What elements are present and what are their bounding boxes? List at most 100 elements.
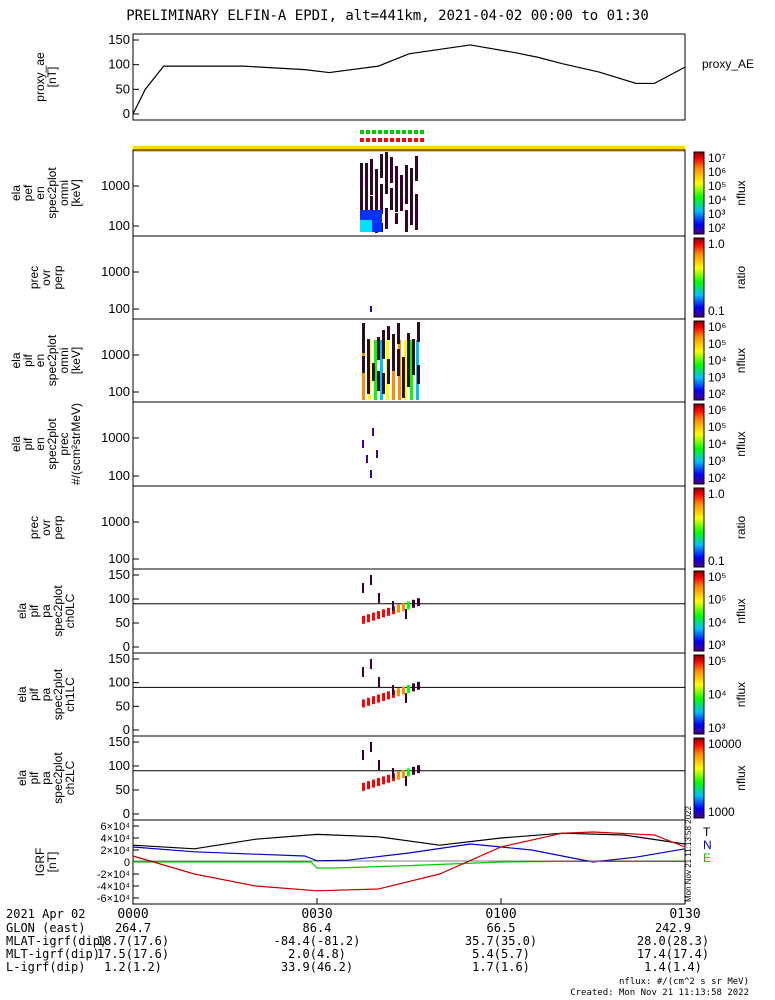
- y-axis-label: en: [33, 354, 47, 367]
- y-axis-label: perp: [51, 515, 65, 539]
- ephemeris-value: 5.4(5.7): [472, 947, 530, 961]
- spectrogram-pixel: [402, 357, 405, 380]
- figure-title: PRELIMINARY ELFIN-A EPDI, alt=441km, 202…: [126, 8, 649, 24]
- ephemeris-value: 242.9: [654, 921, 692, 935]
- colorbar-tick-label: 10⁴: [708, 437, 727, 451]
- spectrogram-pixel: [412, 599, 415, 608]
- x-tick-label: 0000: [117, 907, 148, 922]
- spectrogram-pixel: [365, 163, 368, 186]
- colorbar-tick-label: 1.0: [708, 487, 725, 501]
- spectrogram-pixel: [377, 778, 380, 786]
- y-axis-label: en: [33, 437, 47, 450]
- colorbar: [693, 237, 705, 318]
- spectrogram-pixel: [417, 681, 420, 690]
- spectrogram-pixel: [367, 364, 370, 381]
- spectrogram-pixel: [417, 598, 420, 607]
- y-axis-label: pef: [21, 184, 35, 201]
- y-tick-label: 100: [108, 468, 130, 483]
- colorbar-tick-label: 10⁶: [708, 320, 726, 334]
- colorbar-tick-label: 10²: [708, 221, 725, 235]
- spectrogram-pixel: [372, 369, 375, 378]
- spectrogram-pixel: [370, 742, 372, 752]
- spectrogram-pixel: [405, 609, 407, 619]
- science-zone-marker: [372, 130, 376, 134]
- panel-frame: [132, 735, 686, 821]
- colorbar-label: nflux: [734, 431, 748, 456]
- spectrogram-pixel: [362, 337, 365, 353]
- spectrogram-pixel: [405, 693, 407, 703]
- spectrogram-pixel: [400, 186, 403, 198]
- spectrogram-pixel: [377, 337, 380, 360]
- spectrogram-pixel: [410, 207, 413, 225]
- panel-frame: [132, 401, 686, 487]
- spectrogram-pixel: [397, 604, 400, 613]
- colorbar-tick-label: 10⁵: [708, 179, 726, 193]
- ephemeris-row-label: MLT-igrf(dip): [6, 947, 100, 961]
- ephemeris-value: 28.0(28.3): [636, 934, 710, 948]
- y-tick-label: 6×10⁴: [100, 821, 130, 833]
- colorbar: [693, 151, 705, 235]
- footer-units: nflux: #/(cm^2 s sr MeV): [618, 977, 749, 987]
- spectrogram-pixel: [385, 182, 388, 193]
- spectrogram-pixel: [395, 189, 398, 212]
- y-axis-label: [keV]: [69, 179, 83, 206]
- panel-frame: [132, 652, 686, 737]
- y-axis-label: pif: [27, 604, 41, 617]
- ephemeris-value: 264.7: [114, 921, 152, 935]
- y-tick-label: 100: [108, 551, 130, 566]
- spectrogram-pixel: [380, 184, 383, 199]
- ephemeris-value: 35.7(35.0): [464, 934, 538, 948]
- y-axis-label: spec2plot: [51, 752, 65, 804]
- spectrogram-pixel: [415, 198, 418, 221]
- panel-frame: [132, 568, 686, 654]
- y-axis-label: ch2LC: [63, 760, 77, 795]
- spectrogram-pixel: [392, 358, 395, 371]
- science-zone-marker: [366, 130, 370, 134]
- spectrogram-pixel: [410, 340, 413, 400]
- y-tick-label: 150: [108, 567, 130, 582]
- y-tick-label: 150: [108, 651, 130, 666]
- panel-frame: [132, 149, 686, 237]
- y-tick-label: 0: [123, 722, 130, 737]
- spectrogram-pixel: [387, 326, 390, 340]
- spectrogram-pixel: [382, 693, 385, 701]
- y-tick-label: 0: [124, 857, 130, 869]
- spectrogram-pixel: [404, 340, 407, 400]
- colorbar: [693, 737, 705, 819]
- y-axis-label: ch1LC: [63, 677, 77, 712]
- ephemeris-row-label: 2021 Apr 02: [6, 907, 86, 921]
- spectrogram-pixel: [397, 323, 400, 344]
- spectrogram-pixel: [397, 354, 400, 376]
- spectrogram-pixel: [370, 306, 372, 312]
- science-zone-marker: [414, 138, 418, 142]
- spectrogram-pixel: [407, 360, 410, 377]
- legend-igrf-N: N: [703, 838, 712, 852]
- series-line-proxy_AE: [132, 44, 686, 115]
- spectrogram-pixel: [370, 575, 372, 585]
- spectrogram-pixel: [376, 450, 378, 458]
- y-tick-label: 150: [108, 32, 130, 47]
- spectrogram-pixel: [380, 340, 383, 400]
- spectrogram-pixel: [370, 167, 373, 189]
- y-axis-label: en: [33, 186, 47, 199]
- spectrogram-pixel: [402, 374, 405, 391]
- y-axis-label: prec: [27, 516, 41, 539]
- panel-frame: [132, 235, 686, 320]
- spectrogram-pixel: [372, 696, 375, 705]
- y-tick-label: 50: [116, 81, 130, 96]
- y-axis-label: omni: [57, 347, 71, 373]
- y-tick-label: 150: [108, 734, 130, 749]
- spectrogram-pixel: [397, 688, 400, 697]
- y-axis-label: ela: [15, 603, 29, 619]
- y-tick-label: 100: [108, 758, 130, 773]
- y-tick-label: 100: [108, 57, 130, 72]
- science-zone-marker: [396, 130, 400, 134]
- spectrogram-pixel: [412, 356, 415, 375]
- ephemeris-row-label: GLON (east): [6, 921, 86, 935]
- ephemeris-value: -84.4(-81.2): [273, 934, 361, 948]
- colorbar-label: nflux: [734, 180, 748, 205]
- spectrogram-pixel: [412, 341, 415, 364]
- y-axis-label: IGRF: [33, 848, 47, 877]
- y-axis-label: spec2plot: [45, 418, 59, 470]
- spectrogram-pixel: [372, 779, 375, 788]
